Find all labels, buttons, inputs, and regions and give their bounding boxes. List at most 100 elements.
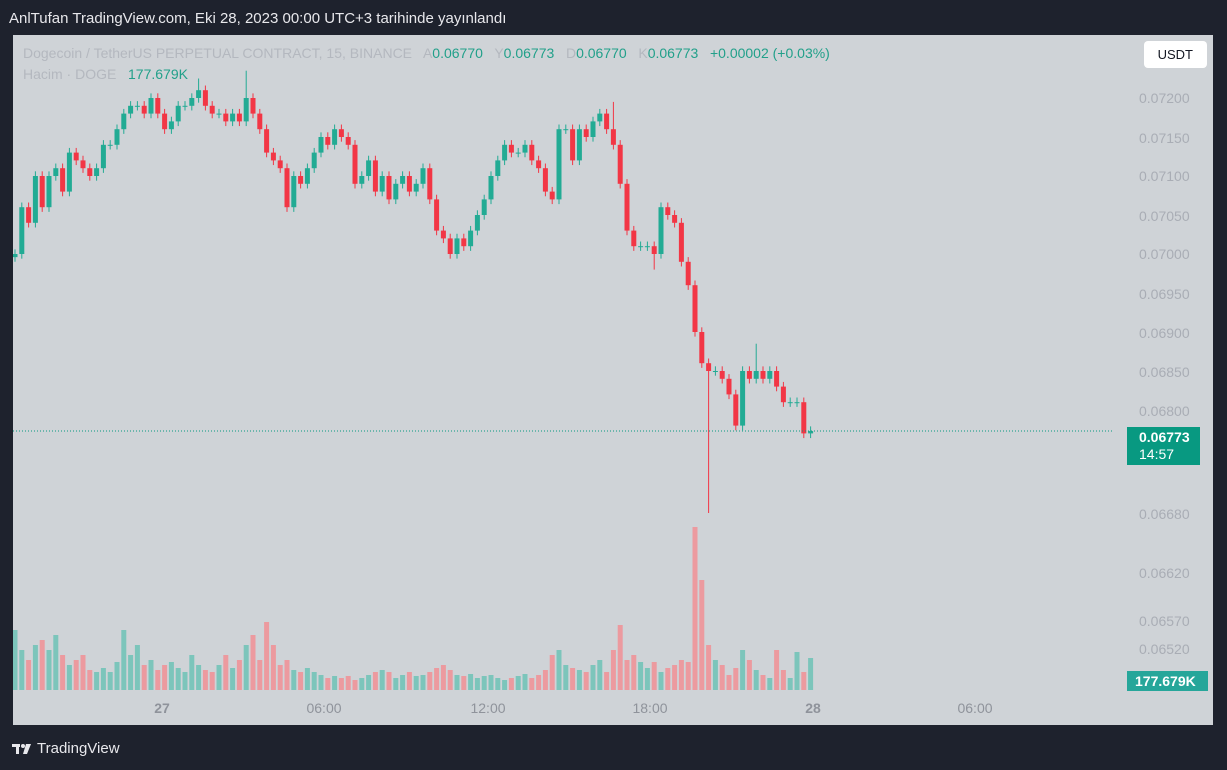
volume-bar: [189, 655, 195, 690]
volume-value: 177.679K: [128, 66, 188, 82]
high-label: Y: [494, 45, 504, 61]
volume-bar: [80, 655, 86, 690]
volume-bar: [270, 645, 276, 690]
volume-bar: [345, 676, 351, 690]
volume-bar: [461, 676, 467, 690]
candle-body: [60, 168, 66, 192]
volume-bar: [583, 672, 589, 690]
candle-body: [712, 371, 718, 372]
candle-body: [508, 144, 514, 153]
candle-body: [461, 238, 467, 247]
candlestick-chart[interactable]: [13, 35, 1213, 725]
change-value: +0.00002 (+0.03%): [709, 45, 830, 61]
volume-bar: [597, 660, 603, 690]
volume-bar: [284, 660, 290, 690]
last-volume-tag: 177.679K: [1127, 671, 1208, 691]
candle-body: [733, 394, 739, 426]
volume-bar: [134, 645, 140, 690]
candle-body: [332, 129, 338, 145]
candle-body: [26, 207, 32, 223]
volume-bar: [787, 678, 793, 690]
brand-name: TradingView: [37, 740, 120, 757]
volume-bar: [678, 660, 684, 690]
volume-bar: [808, 658, 814, 690]
tradingview-logo[interactable]: TradingView: [12, 740, 120, 757]
volume-label[interactable]: Hacim · DOGE: [23, 66, 117, 82]
close-value: 0.06773: [647, 45, 699, 61]
chart-panel[interactable]: Dogecoin / TetherUS PERPETUAL CONTRACT, …: [13, 35, 1213, 725]
time-axis-label: 27: [154, 700, 170, 716]
candle-body: [128, 105, 134, 114]
price-axis-label: 0.07100: [1139, 168, 1190, 184]
candle-body: [270, 152, 276, 161]
volume-bar: [66, 665, 72, 690]
candle-body: [311, 152, 317, 169]
price-axis-label: 0.06520: [1139, 641, 1190, 657]
candle-body: [80, 160, 86, 169]
time-axis-label: 06:00: [306, 700, 342, 716]
volume-bar: [434, 668, 440, 690]
candle-body: [223, 113, 229, 122]
candle-body: [685, 261, 691, 286]
candle-body: [644, 246, 650, 248]
candle-body: [202, 90, 208, 106]
candle-body: [440, 230, 446, 239]
time-axis-label: 18:00: [632, 700, 668, 716]
candle-body: [134, 105, 140, 107]
volume-bar: [230, 668, 236, 690]
volume-bar: [182, 672, 188, 690]
volume-bar: [801, 672, 807, 690]
candle-body: [515, 152, 521, 154]
currency-button[interactable]: USDT: [1143, 41, 1207, 68]
price-axis-label: 0.06570: [1139, 613, 1190, 629]
time-axis-label: 12:00: [470, 700, 506, 716]
candle-body: [182, 105, 188, 107]
candle-body: [617, 144, 623, 184]
candle-body: [774, 371, 780, 387]
candle-body: [726, 378, 732, 395]
symbol-name[interactable]: Dogecoin / TetherUS PERPETUAL CONTRACT, …: [23, 45, 413, 61]
volume-bar: [19, 650, 25, 690]
candle-body: [400, 176, 406, 184]
candle-body: [393, 183, 399, 200]
volume-bar: [304, 668, 310, 690]
volume-bar: [794, 652, 800, 690]
candle-body: [787, 402, 793, 404]
candle-body: [372, 160, 378, 192]
volume-bar: [298, 672, 304, 690]
volume-bar: [32, 645, 38, 690]
candle-body: [746, 371, 752, 379]
candle-body: [366, 160, 372, 176]
time-axis-label: 06:00: [957, 700, 993, 716]
candle-body: [94, 168, 100, 176]
candle-body: [570, 129, 576, 161]
candle-body: [209, 105, 215, 114]
volume-bar: [406, 672, 412, 690]
volume-bar: [692, 527, 698, 690]
candle-body: [576, 129, 582, 161]
volume-bar: [563, 665, 569, 690]
candle-body: [141, 105, 147, 114]
volume-bar: [60, 655, 66, 690]
last-price: 0.06773: [1139, 429, 1190, 445]
volume-bar: [243, 645, 249, 690]
candle-body: [189, 98, 195, 106]
candle-body: [760, 371, 766, 379]
volume-bar: [264, 622, 270, 690]
candle-body: [298, 176, 304, 184]
candle-body: [250, 98, 256, 114]
volume-bar: [542, 670, 548, 690]
volume-bar: [570, 668, 576, 690]
candle-body: [536, 160, 542, 169]
volume-bar: [427, 672, 433, 690]
candle-body: [706, 363, 712, 371]
candle-body: [406, 176, 412, 192]
volume-bar: [39, 640, 45, 690]
volume-bar: [481, 676, 487, 690]
volume-bar: [610, 650, 616, 690]
volume-bar: [495, 678, 501, 690]
volume-bar: [202, 670, 208, 690]
candle-body: [379, 176, 385, 192]
candle-body: [196, 90, 202, 98]
volume-bar: [386, 672, 392, 690]
